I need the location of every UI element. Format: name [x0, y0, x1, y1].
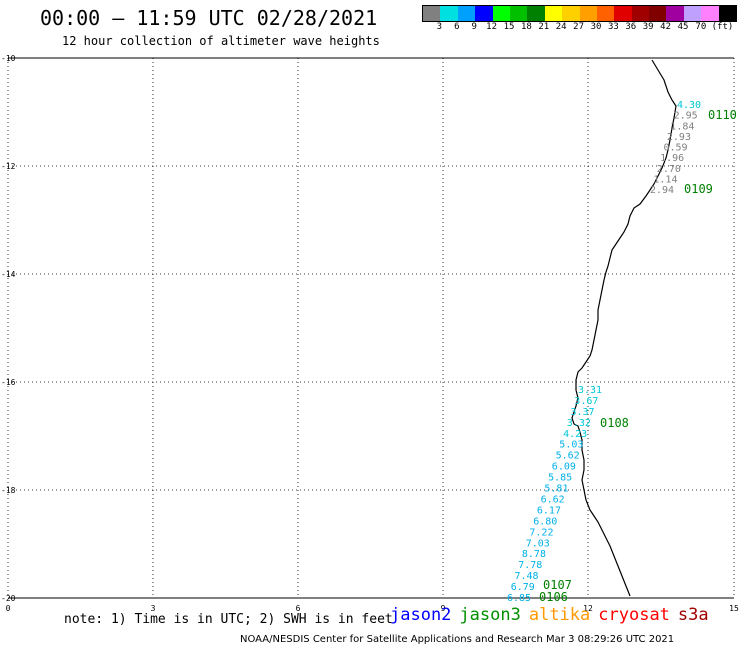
color-swatch	[492, 6, 510, 21]
color-scale-label: 42	[660, 22, 672, 32]
color-swatch	[527, 6, 545, 21]
wave-height-label: 3.31	[578, 385, 602, 396]
color-swatch	[579, 6, 597, 21]
color-swatch	[475, 6, 493, 21]
color-scale-label: 9	[471, 22, 477, 32]
axis-labels: 0 3 6 9 12 15 -10 -12 -14 -16 -18 -20	[1, 54, 739, 613]
satellite-legend: jason2 jason3 altika cryosat s3a	[390, 605, 717, 625]
wave-height-label: 5.85	[548, 473, 572, 484]
satellite-jason2: jason2	[390, 605, 452, 625]
wave-height-label: 5.62	[556, 451, 580, 462]
color-scale-label: 3	[436, 22, 443, 32]
credit-line: NOAA/NESDIS Center for Satellite Applica…	[240, 634, 675, 645]
x-tick-label: 0	[6, 604, 11, 613]
track-0106-time: 0106	[539, 590, 568, 604]
wave-height-label: 6.62	[541, 495, 565, 506]
color-scale-labels: 3 6 9 12 15 18 21 24 27 30 33 36 39 42 45 70 (ft)	[422, 22, 740, 34]
x-tick-label: 12	[583, 604, 593, 613]
wave-height-label: 2.95	[674, 111, 698, 122]
color-swatch	[457, 6, 476, 21]
color-scale-label: 15	[503, 22, 515, 32]
color-scale-label: 39	[642, 22, 654, 32]
x-tick-label: 15	[729, 604, 739, 613]
color-swatch	[440, 6, 458, 21]
wave-height-label: 5.03	[559, 440, 583, 451]
wave-height-label: 7.22	[529, 527, 553, 538]
coastline	[571, 59, 677, 597]
x-tick-label: 3	[151, 604, 156, 613]
color-scale-label: 30	[590, 22, 602, 32]
color-swatch	[562, 6, 580, 21]
color-scale-label: 36	[625, 22, 637, 32]
y-tick-label: -10	[1, 54, 16, 63]
track-0108-values: 3.313.673.373.324.235.035.626.095.855.81…	[507, 385, 602, 604]
wave-height-label: 6.85	[507, 593, 531, 604]
color-scale-label: 27	[573, 22, 585, 32]
color-scale-label: 12	[486, 22, 498, 32]
map-title: 00:00 – 11:59 UTC 02/28/2021	[40, 6, 378, 30]
wave-height-label: 0.59	[664, 143, 688, 154]
wave-height-label: 6.17	[537, 505, 561, 516]
color-swatch	[596, 6, 615, 21]
satellite-cryosat: cryosat	[598, 605, 670, 625]
color-scale-label: 21	[538, 22, 550, 32]
color-swatch	[614, 6, 632, 21]
color-scale-label: 45	[677, 22, 689, 32]
color-scale-label: 33	[607, 22, 619, 32]
wave-height-label: 1.84	[670, 121, 694, 132]
wave-height-label: 6.09	[552, 462, 576, 473]
wave-height-label: 8.78	[522, 549, 546, 560]
wave-height-label: 1.14	[653, 174, 677, 185]
color-swatch	[509, 6, 528, 21]
wave-height-label: 3.32	[567, 418, 591, 429]
color-swatch	[718, 6, 737, 21]
color-scale-label: 6	[454, 22, 460, 32]
wave-height-label: 7.03	[526, 538, 550, 549]
wave-height-label: 6.80	[533, 516, 557, 527]
x-tick-label: 6	[296, 604, 301, 613]
track-0108-time: 0108	[600, 416, 629, 430]
color-scale-bar	[422, 5, 738, 22]
grid-lines	[7, 57, 735, 599]
color-swatch	[631, 6, 650, 21]
wave-height-label: 3.37	[571, 407, 595, 418]
color-swatch	[544, 6, 563, 21]
wave-height-label: 5.81	[544, 484, 568, 495]
satellite-altika: altika	[528, 605, 591, 625]
color-swatch	[666, 6, 684, 21]
color-scale-label: 70 (ft)	[695, 22, 734, 32]
wave-height-label: 7.48	[515, 571, 539, 582]
units-note: note: 1) Time is in UTC; 2) SWH is in fe…	[64, 612, 393, 627]
color-swatch	[649, 6, 667, 21]
x-tick-label: 9	[441, 604, 446, 613]
satellite-s3a: s3a	[677, 605, 709, 625]
y-tick-label: -14	[1, 270, 16, 279]
satellite-jason3: jason3	[459, 605, 521, 625]
wave-height-label: 3.67	[574, 396, 598, 407]
track-0109-time: 0109	[684, 182, 713, 196]
wave-height-label: 6.79	[511, 582, 535, 593]
y-tick-label: -18	[1, 486, 16, 495]
color-scale-label: 24	[555, 22, 567, 32]
wave-height-label: 4.30	[677, 100, 701, 111]
y-tick-label: -16	[1, 378, 16, 387]
map-subtitle: 12 hour collection of altimeter wave hei…	[62, 34, 380, 48]
wave-height-label: 2.93	[667, 132, 691, 143]
track-0110-time: 0110	[708, 108, 737, 122]
wave-height-label: 1.96	[660, 153, 684, 164]
color-swatch	[423, 6, 441, 21]
y-tick-label: -12	[1, 162, 16, 171]
color-scale-label: 18	[520, 22, 532, 32]
wave-height-label: 4.23	[563, 429, 587, 440]
y-tick-label: -20	[1, 594, 16, 603]
track-0110-values: 4.302.951.842.930.591.962.701.142.94	[650, 100, 701, 196]
wave-height-label: 2.94	[650, 185, 674, 196]
track-0107-time: 0107	[543, 578, 572, 592]
wave-height-label: 2.70	[657, 164, 681, 175]
wave-height-label: 7.78	[518, 560, 542, 571]
color-swatch	[701, 6, 719, 21]
color-swatch	[683, 6, 702, 21]
